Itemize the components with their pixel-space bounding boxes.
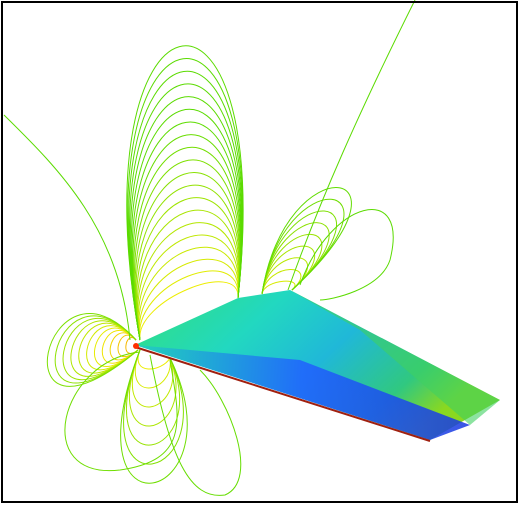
contour-line [120,349,188,484]
contour-line [133,159,241,341]
contour-line [3,114,131,341]
contour-line [138,246,239,341]
wing-leading-edge [134,346,431,442]
contour-line [123,349,184,465]
contour-line [117,334,139,358]
contour-line [131,121,242,341]
contour-line [132,134,242,341]
contour-line [261,222,330,295]
contour-line [139,281,239,341]
contour-line [101,330,139,364]
contour-line [261,280,296,295]
contour-line [54,315,139,384]
contour-line [137,222,240,341]
contour-line [139,270,239,341]
contour-line [134,172,241,341]
contour-line [109,332,139,361]
contour-line [64,351,178,472]
contour-lines [3,0,416,496]
contour-line [86,325,139,371]
contour-line [134,349,171,389]
contour-line [137,349,171,370]
contour-line [135,184,240,341]
wing-trailing-edge [290,290,500,425]
contour-line [128,70,243,341]
contour-line [128,83,243,341]
wing [133,290,500,442]
contour-line [135,197,240,341]
contour-line [46,313,139,387]
contour-line [261,187,352,295]
contour-line [261,233,323,295]
contour-line [130,108,242,341]
contour-line [133,146,241,341]
contour-line [128,349,177,427]
contour-line [261,269,302,295]
contour-line [126,45,244,341]
contour-line [149,354,242,496]
stagnation-point [133,343,139,349]
contour-line [261,198,345,295]
contour-line [261,210,338,295]
contour-line [127,58,244,341]
contour-line [299,208,394,301]
contour-line [78,322,139,374]
contour-line [129,96,243,341]
contour-line [138,258,239,341]
contour-line [137,234,240,341]
contour-line [70,320,139,377]
contour-line [62,317,139,381]
contour-line [136,209,240,341]
contour-line [94,327,139,367]
contour-line [126,349,181,446]
contour-line [287,0,416,291]
wing-lower-surface [135,345,470,440]
